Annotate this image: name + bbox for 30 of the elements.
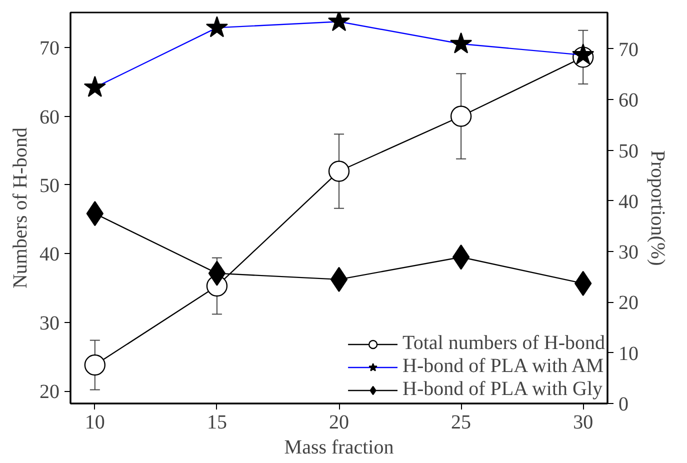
point xyxy=(452,244,470,270)
y-tick-label: 20 xyxy=(40,381,60,404)
y-axis-title: Numbers of H-bond xyxy=(10,127,32,289)
point xyxy=(450,106,472,127)
legend-label: Total numbers of H-bond xyxy=(402,332,605,355)
x-axis-title: Mass fraction xyxy=(284,436,394,458)
x-tick-label: 30 xyxy=(573,412,594,434)
y-tick-label: 70 xyxy=(40,38,60,60)
y2-tick-label: 0 xyxy=(618,394,628,416)
y2-tick-label: 10 xyxy=(618,342,638,365)
y2-axis-title: Proportion(%) xyxy=(646,150,668,266)
x-tick-label: 15 xyxy=(206,412,227,434)
y2-tick-label: 40 xyxy=(618,190,638,213)
x-tick-label: 10 xyxy=(84,412,105,434)
y-tick-label: 60 xyxy=(40,106,60,128)
y-tick-label: 30 xyxy=(40,312,60,334)
y2-tick-label: 50 xyxy=(618,140,638,162)
y-tick-label: 40 xyxy=(40,244,60,266)
point xyxy=(84,354,106,376)
x-tick-label: 25 xyxy=(451,412,472,434)
legend-label: H-bond of PLA with AM xyxy=(402,355,604,378)
point xyxy=(208,260,226,286)
y2-tick-label: 70 xyxy=(618,38,638,61)
legend-label: H-bond of PLA with Gly xyxy=(402,378,603,401)
y2-tick-label: 60 xyxy=(618,90,638,112)
y2-tick-label: 20 xyxy=(618,292,638,314)
y2-tick-label: 30 xyxy=(618,242,638,264)
point xyxy=(328,160,350,182)
y-tick-label: 50 xyxy=(40,174,60,197)
x-tick-label: 20 xyxy=(329,412,349,434)
